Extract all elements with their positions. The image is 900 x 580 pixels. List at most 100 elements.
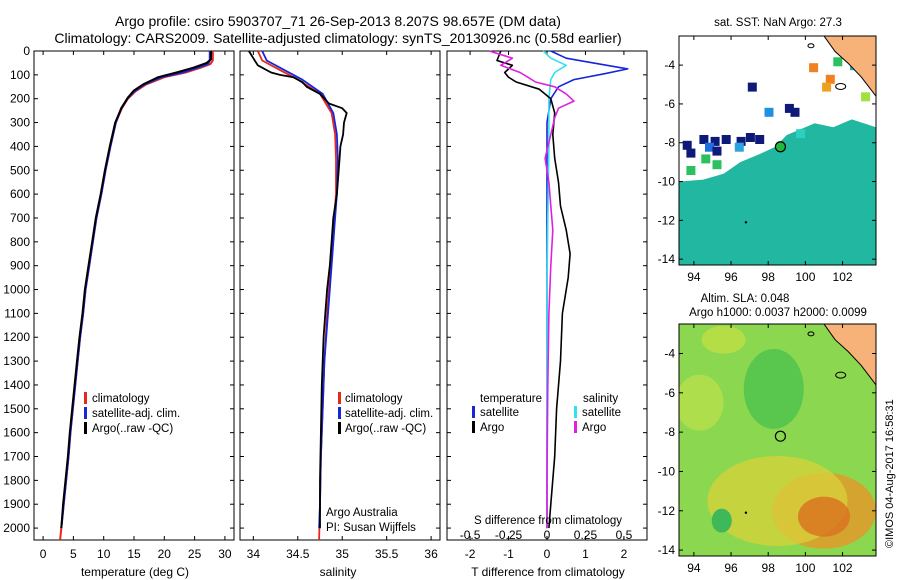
depth-tick-label: 1100 bbox=[4, 306, 30, 320]
sst-cell bbox=[755, 135, 765, 144]
island-enggano bbox=[835, 371, 847, 379]
x-tick-label: 0 bbox=[40, 547, 47, 561]
legend-temperature-title: temperature bbox=[480, 393, 542, 405]
temperature-xlabel: temperature (deg C) bbox=[81, 565, 189, 579]
sst-cell bbox=[784, 103, 794, 113]
series-s-satellite bbox=[542, 50, 567, 529]
depth-tick-label: 1200 bbox=[3, 330, 30, 344]
sst-cell bbox=[712, 160, 722, 170]
land-sumatra bbox=[823, 324, 876, 386]
x-tick-label: 35 bbox=[336, 547, 350, 561]
imos-credit: ©IMOS 04-Aug-2017 16:58:31 bbox=[884, 399, 896, 548]
lon-tick-label: 102 bbox=[833, 561, 853, 575]
sst-cell bbox=[701, 154, 711, 164]
credit-pi: PI: Susan Wijffels bbox=[326, 522, 416, 534]
legend-s-satellite-label: satellite bbox=[582, 407, 621, 419]
island-cocos bbox=[744, 511, 748, 514]
legend-climatology-label: climatology bbox=[92, 393, 150, 405]
depth-tick-label: 1800 bbox=[3, 473, 30, 487]
series-t-argo bbox=[496, 50, 571, 529]
s-tick-label: -0.25 bbox=[495, 528, 523, 542]
series-s-argo bbox=[489, 50, 575, 529]
sst-cell bbox=[705, 142, 714, 152]
sla-map: -4 -6 -8 -10 -12 -14 94 96 98 100 102 bbox=[658, 323, 877, 575]
difference-legend: temperature salinity satellite Argo sate… bbox=[472, 393, 621, 434]
depth-tick-label: 1700 bbox=[3, 450, 30, 464]
legend-satellite-label: satellite-adj. clim. bbox=[345, 408, 433, 420]
x-tick-label: 10 bbox=[97, 547, 111, 561]
depth-tick-label: 100 bbox=[10, 68, 30, 82]
plot-frame bbox=[239, 50, 441, 541]
sst-cell bbox=[825, 74, 835, 84]
sst-field bbox=[679, 119, 876, 265]
lat-tick-label: -10 bbox=[658, 175, 676, 189]
sla-peak bbox=[797, 496, 850, 537]
legend-s-argo-swatch bbox=[574, 421, 577, 433]
legend-t-argo-swatch bbox=[472, 421, 475, 433]
legend-satellite-swatch bbox=[338, 407, 341, 419]
plot-frame bbox=[33, 50, 235, 541]
series-argo-raw-qc- bbox=[60, 51, 212, 529]
sst-cell bbox=[764, 107, 774, 117]
depth-tick-label: 1600 bbox=[3, 426, 30, 440]
legend-climatology-label: climatology bbox=[345, 393, 403, 405]
lat-tick-label: -6 bbox=[664, 97, 675, 111]
legend-s-argo-label: Argo bbox=[582, 422, 606, 434]
s-difference-label: S difference from climatology bbox=[474, 515, 622, 527]
x-tick-label: 5 bbox=[70, 547, 77, 561]
sla-map-title-2: Argo h1000: 0.0037 h2000: 0.0099 bbox=[689, 307, 867, 319]
x-tick-label: 0 bbox=[544, 547, 551, 561]
temperature-legend: climatology satellite-adj. clim. Argo(..… bbox=[84, 392, 180, 435]
legend-satellite-label: satellite-adj. clim. bbox=[92, 408, 180, 420]
depth-tick-label: 1300 bbox=[3, 354, 30, 368]
lat-tick-label: -4 bbox=[664, 58, 675, 72]
legend-t-satellite-swatch bbox=[472, 406, 475, 418]
salinity-xlabel: salinity bbox=[320, 565, 357, 579]
legend-argo-swatch bbox=[84, 422, 87, 434]
depth-tick-label: 1500 bbox=[3, 402, 30, 416]
x-tick-label: 25 bbox=[188, 547, 202, 561]
legend-argo-label: Argo(..raw -QC) bbox=[92, 423, 173, 435]
legend-climatology-swatch bbox=[338, 392, 341, 404]
salinity-legend: climatology satellite-adj. clim. Argo(..… bbox=[338, 392, 433, 435]
s-tick-label: 0 bbox=[544, 528, 551, 542]
depth-tick-label: 500 bbox=[10, 163, 30, 177]
title-line-2: Climatology: CARS2009. Satellite-adjuste… bbox=[54, 30, 621, 46]
x-tick-label: 30 bbox=[218, 547, 232, 561]
lon-tick-label: 98 bbox=[762, 561, 776, 575]
x-tick-label: -2 bbox=[465, 547, 476, 561]
lon-tick-label: 100 bbox=[795, 270, 815, 284]
sst-cell bbox=[833, 57, 843, 67]
lon-tick-label: 94 bbox=[687, 561, 701, 575]
lon-tick-label: 96 bbox=[724, 561, 738, 575]
lon-tick-label: 96 bbox=[724, 270, 738, 284]
sst-cell bbox=[712, 146, 722, 156]
sst-cell bbox=[686, 148, 696, 158]
lat-tick-label: -4 bbox=[664, 346, 675, 360]
depth-tick-label: 900 bbox=[10, 259, 30, 273]
x-tick-label: 36 bbox=[424, 547, 438, 561]
x-tick-label: 1 bbox=[582, 547, 589, 561]
legend-satellite-swatch bbox=[84, 407, 87, 419]
lat-tick-label: -14 bbox=[658, 543, 676, 557]
sla-mid bbox=[679, 374, 724, 431]
x-tick-label: 34 bbox=[247, 547, 261, 561]
land-sumatra bbox=[823, 36, 876, 98]
lat-tick-label: -6 bbox=[664, 386, 675, 400]
depth-axis-labels: 0 100 200 300 400 500 600 700 800 900 1000 1100 1200… bbox=[3, 44, 30, 535]
x-tick-label: 35.5 bbox=[375, 547, 399, 561]
map-frame bbox=[678, 323, 877, 557]
lat-tick-label: -8 bbox=[664, 136, 675, 150]
sst-cell bbox=[699, 135, 709, 144]
credit-argo-australia: Argo Australia bbox=[326, 507, 398, 519]
depth-tick-label: 1900 bbox=[3, 497, 30, 511]
legend-salinity-title: salinity bbox=[583, 393, 618, 405]
lon-tick-label: 98 bbox=[762, 270, 776, 284]
difference-panel: -2 -1 0 1 2 bbox=[446, 50, 648, 561]
argo-position-marker bbox=[774, 430, 787, 442]
sla-low bbox=[743, 348, 804, 429]
sla-low bbox=[711, 508, 732, 533]
depth-tick-label: 600 bbox=[10, 187, 30, 201]
sst-cell bbox=[745, 133, 755, 142]
depth-tick-label: 2000 bbox=[3, 521, 30, 535]
